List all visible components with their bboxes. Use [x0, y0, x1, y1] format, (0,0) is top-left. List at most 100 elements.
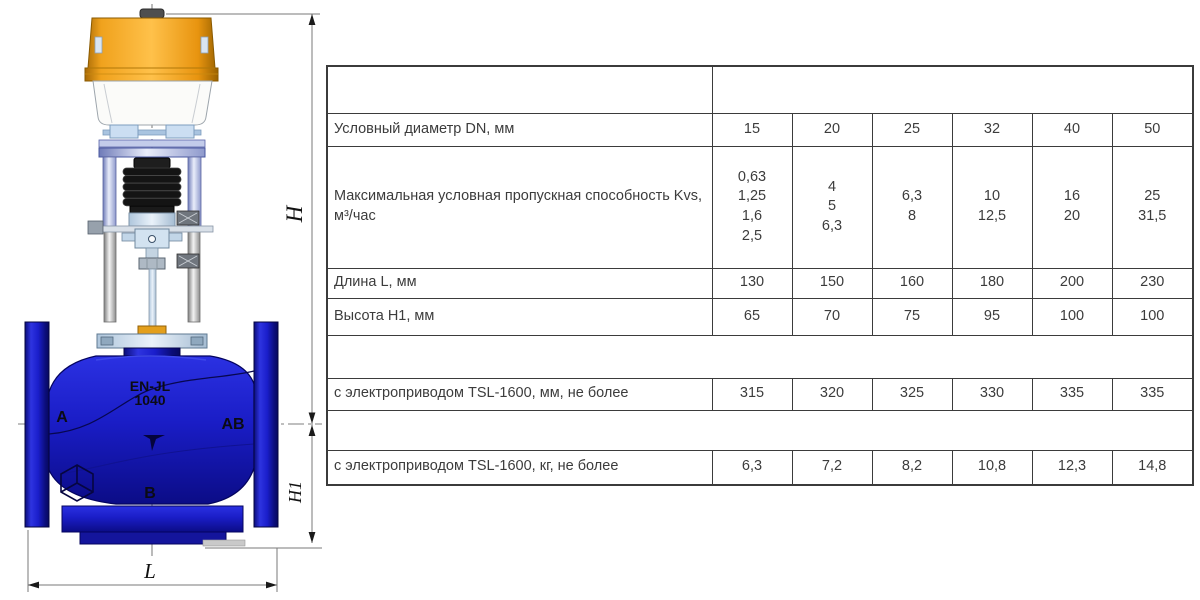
cell: 100	[1111, 297, 1194, 336]
clamp-left	[87, 220, 104, 235]
dim-label-l: L	[143, 559, 156, 583]
actuator-cap	[139, 8, 165, 19]
stem-assembly	[87, 157, 214, 336]
cone-line	[191, 83, 201, 124]
row-mass-actuator-label: с электроприводом TSL-1600, кг, не более	[326, 449, 713, 486]
dim-label-h: H	[282, 204, 307, 223]
bonnet-flange	[96, 333, 208, 349]
table-header-row: НАИМЕНОВАНИЕ ПАРАМЕТРОВ ЗНАЧЕНИЯ ПАРАМЕТ…	[326, 65, 1194, 114]
header-parameter-values: ЗНАЧЕНИЯ ПАРАМЕТРОВ	[711, 65, 1194, 114]
cell: 75	[871, 297, 953, 336]
yoke-column-right-lower	[187, 229, 201, 323]
valve-body: EN-JL 1040 A AB B	[24, 321, 279, 547]
yoke-column-left-upper	[102, 156, 117, 231]
spec-table: НАИМЕНОВАНИЕ ПАРАМЕТРОВ ЗНАЧЕНИЯ ПАРАМЕТ…	[326, 65, 1195, 486]
row-length-label: Длина L, мм	[326, 267, 713, 299]
body-base	[61, 505, 244, 533]
cell: 95	[951, 297, 1033, 336]
valve-stem	[148, 268, 157, 329]
actuator	[84, 8, 219, 126]
section-valve-height: ВЫСОТА КЛАПАНА H:	[326, 334, 1194, 379]
actuator-housing	[84, 17, 219, 82]
cell: 10,8	[951, 449, 1033, 486]
row-height-actuator: с электроприводом TSL-1600, мм, не более…	[326, 377, 1194, 411]
port-label-ab: AB	[221, 416, 244, 433]
cell: 25	[871, 112, 953, 147]
cell: 200	[1031, 267, 1113, 299]
housing-slot-left	[94, 36, 103, 54]
body-base-step	[79, 531, 227, 545]
port-label-b: B	[144, 485, 156, 502]
housing-slot-right	[200, 36, 209, 54]
cell: 130	[711, 267, 793, 299]
cell: 6,3 8	[871, 145, 953, 269]
flange-left	[24, 321, 50, 528]
row-length: Длина L, мм 130 150 160 180 200 230	[326, 267, 1194, 299]
cell: 180	[951, 267, 1033, 299]
section-valve-mass-label: МАССА КЛАПАНА:	[326, 409, 1194, 451]
row-h1-label: Высота H1, мм	[326, 297, 713, 336]
cell: 12,3	[1031, 449, 1113, 486]
cell: 160	[871, 267, 953, 299]
bonnet-bolt-left	[100, 336, 114, 346]
cell: 230	[1111, 267, 1194, 299]
cell: 14,8	[1111, 449, 1194, 486]
yoke	[98, 124, 206, 323]
body-highlight	[95, 355, 207, 361]
coupling-bar	[102, 129, 202, 136]
body-marking-line2: 1040	[134, 392, 165, 408]
actuator-cone	[92, 80, 213, 126]
cell: 325	[871, 377, 953, 411]
coupling-block-left	[109, 124, 139, 139]
row-kvs-label: Максимальная условная пропускная способн…	[326, 145, 713, 269]
cell: 7,2	[791, 449, 873, 486]
row-dn: Условный диаметр DN, мм 15 20 25 32 40 5…	[326, 112, 1194, 147]
row-h1: Высота H1, мм 65 70 75 95 100 100	[326, 297, 1194, 336]
cell: 50	[1111, 112, 1194, 147]
dimension-arrows	[28, 14, 316, 589]
cell: 25 31,5	[1111, 145, 1194, 269]
cell: 20	[791, 112, 873, 147]
cell: 4 5 6,3	[791, 145, 873, 269]
cell: 10 12,5	[951, 145, 1033, 269]
bellows	[122, 167, 182, 207]
body-seam-upper	[48, 370, 255, 435]
cell: 16 20	[1031, 145, 1113, 269]
row-dn-label: Условный диаметр DN, мм	[326, 112, 713, 147]
bonnet-bolt-right	[190, 336, 204, 346]
cell: 0,63 1,25 1,6 2,5	[711, 145, 793, 269]
coupling-block-right	[165, 124, 195, 139]
stem-neck	[145, 247, 159, 259]
dimensions	[27, 13, 322, 592]
flow-arrow-marking	[143, 435, 165, 451]
cell: 150	[791, 267, 873, 299]
stem-nut	[138, 257, 166, 270]
cell: 15	[711, 112, 793, 147]
cell: 32	[951, 112, 1033, 147]
cell: 40	[1031, 112, 1113, 147]
row-mass-actuator: с электроприводом TSL-1600, кг, не более…	[326, 449, 1194, 486]
cell: 335	[1031, 377, 1113, 411]
cone-line	[103, 83, 113, 124]
cell: 330	[951, 377, 1033, 411]
row-kvs: Максимальная условная пропускная способн…	[326, 145, 1194, 269]
flange-right	[253, 321, 279, 528]
bellows-top-nut	[133, 157, 171, 169]
bracket-hole	[148, 235, 156, 243]
cell: 100	[1031, 297, 1113, 336]
cell: 8,2	[871, 449, 953, 486]
guide-cylinder	[128, 212, 176, 227]
row-height-actuator-label: с электроприводом TSL-1600, мм, не более	[326, 377, 713, 411]
cell: 315	[711, 377, 793, 411]
cell: 320	[791, 377, 873, 411]
section-valve-mass: МАССА КЛАПАНА:	[326, 409, 1194, 451]
yoke-spacer	[98, 139, 206, 148]
yoke-top-plate	[98, 147, 206, 158]
base-pad	[202, 539, 246, 547]
clamp-right-lower	[176, 253, 200, 269]
yoke-column-left-lower	[103, 229, 117, 323]
cell: 70	[791, 297, 873, 336]
valve-drawing: EN-JL 1040 A AB B H H1 L	[18, 4, 322, 592]
header-parameter-names: НАИМЕНОВАНИЕ ПАРАМЕТРОВ	[326, 65, 713, 114]
